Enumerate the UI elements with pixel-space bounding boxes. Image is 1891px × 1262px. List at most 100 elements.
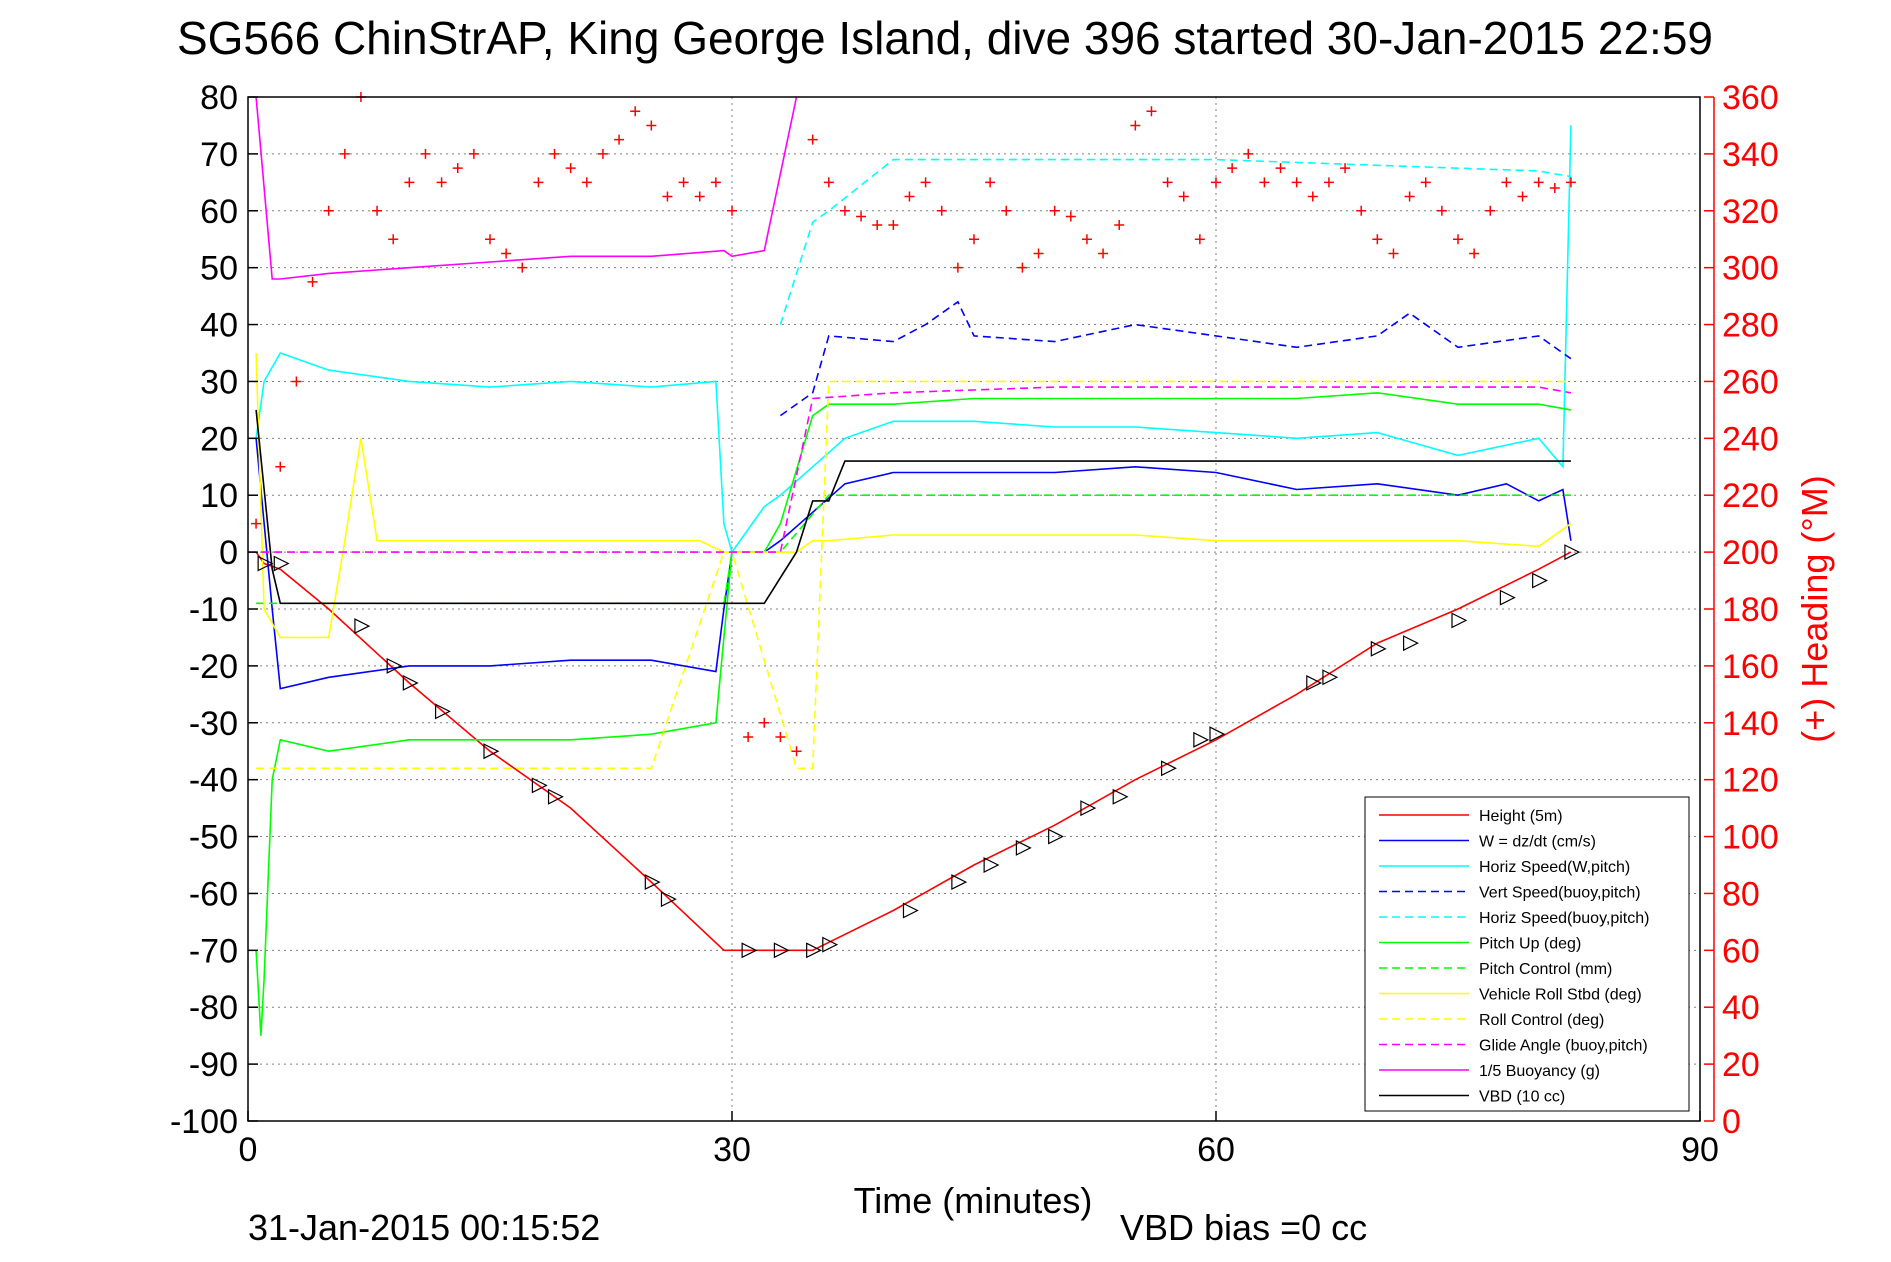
heading-point: [1194, 234, 1205, 245]
heading-point: [791, 746, 802, 757]
footer-timestamp: 31-Jan-2015 00:15:52: [248, 1207, 600, 1248]
heading-point: [581, 177, 592, 188]
heading-point: [517, 262, 528, 273]
left-tick-label: 50: [200, 250, 238, 288]
heading-point: [533, 177, 544, 188]
heading-point: [888, 220, 899, 230]
turn-marker: [354, 618, 371, 635]
series-line-0: [255, 551, 1572, 952]
heading-point: [1372, 234, 1383, 245]
legend-label: Pitch Control (mm): [1479, 961, 1612, 978]
heading-point: [1259, 177, 1270, 188]
left-tick-label: 10: [200, 477, 238, 515]
heading-point: [694, 191, 705, 202]
right-tick-label: 80: [1722, 875, 1760, 913]
heading-point: [775, 732, 786, 742]
turn-marker: [435, 703, 451, 720]
heading-point: [1356, 205, 1367, 216]
right-tick-label: 180: [1722, 591, 1779, 629]
left-tick-label: 70: [200, 136, 238, 174]
turn-marker: [1112, 788, 1129, 805]
left-tick-label: 60: [200, 193, 238, 231]
heading-point: [1420, 177, 1431, 188]
heading-point: [323, 205, 334, 216]
heading-point: [1533, 177, 1544, 188]
series-line-3: [779, 300, 1572, 417]
series-line-4: [779, 158, 1572, 325]
legend-label: Pitch Up (deg): [1479, 936, 1581, 953]
heading-point: [1404, 191, 1415, 202]
heading-point: [388, 234, 399, 245]
turn-marker: [902, 902, 919, 919]
turn-marker: [1564, 544, 1581, 561]
left-tick-label: -70: [189, 932, 238, 970]
heading-point: [969, 234, 979, 245]
heading-point: [1323, 177, 1334, 188]
heading-point: [920, 177, 931, 188]
heading-point: [468, 148, 479, 159]
turn-marker: [1209, 726, 1226, 743]
heading-point: [549, 148, 560, 159]
turn-marker: [1193, 731, 1210, 748]
turn-marker: [257, 555, 274, 572]
series-line-11: [255, 409, 1571, 605]
heading-point: [1388, 248, 1399, 259]
legend-label: VBD (10 cc): [1479, 1089, 1565, 1106]
turn-marker: [644, 874, 661, 891]
left-tick-label: -20: [189, 648, 238, 686]
heading-point: [436, 177, 447, 188]
heading-point: [823, 177, 834, 188]
heading-point: [275, 461, 286, 472]
heading-point: [710, 177, 721, 188]
legend: Height (5m) W = dz/dt (cm/s) Horiz Speed(W…: [1364, 796, 1690, 1112]
legend-label: Roll Control (deg): [1479, 1012, 1604, 1029]
turn-marker: [1322, 669, 1339, 686]
series-line-7: [255, 352, 1572, 639]
heading-point: [1485, 205, 1496, 216]
legend-label: Vehicle Roll Stbd (deg): [1479, 987, 1642, 1004]
series-line-1: [255, 438, 1572, 690]
x-tick-label: 0: [239, 1131, 258, 1169]
heading-point: [1001, 205, 1012, 216]
heading-point: [307, 276, 318, 287]
turn-marker: [660, 891, 677, 908]
turn-marker: [547, 788, 564, 805]
left-tick-label: 80: [200, 79, 238, 117]
right-tick-label: 60: [1722, 932, 1760, 970]
heading-point: [872, 220, 883, 230]
heading-markers: [251, 92, 1576, 757]
turn-marker: [1499, 589, 1516, 606]
right-tick-label: 280: [1722, 307, 1779, 345]
heading-point: [420, 148, 431, 159]
series-line-10: [255, 96, 798, 280]
left-tick-label: 0: [219, 534, 238, 572]
turn-marker: [483, 743, 500, 760]
heading-point: [485, 234, 495, 245]
heading-point: [1049, 205, 1060, 216]
heading-point: [1065, 211, 1076, 222]
heading-point: [904, 191, 915, 202]
heading-point: [985, 177, 996, 188]
turn-marker: [1080, 800, 1097, 817]
right-axis: 3603403203002802602402202001801601401201…: [1704, 79, 1779, 1141]
heading-point: [1275, 163, 1286, 174]
turn-marker: [1015, 839, 1032, 856]
heading-point: [1453, 234, 1463, 245]
heading-point: [1243, 148, 1254, 159]
right-tick-label: 340: [1722, 136, 1779, 174]
heading-point: [630, 106, 641, 117]
heading-point: [1549, 183, 1560, 194]
chart-title: SG566 ChinStrAP, King George Island, div…: [177, 12, 1713, 64]
series-layer: [248, 96, 1572, 1036]
left-tick-label: -100: [170, 1103, 238, 1141]
heading-point: [1436, 205, 1447, 216]
turn-marker: [806, 942, 823, 959]
footer-vbd-bias: VBD bias =0 cc: [1120, 1207, 1367, 1248]
heading-point: [1517, 191, 1528, 202]
turn-marker: [1161, 760, 1177, 777]
legend-label: 1/5 Buoyancy (g): [1479, 1063, 1600, 1080]
heading-point: [807, 134, 818, 145]
heading-point: [339, 148, 350, 159]
left-tick-label: -40: [189, 762, 238, 800]
right-tick-label: 0: [1722, 1103, 1741, 1141]
